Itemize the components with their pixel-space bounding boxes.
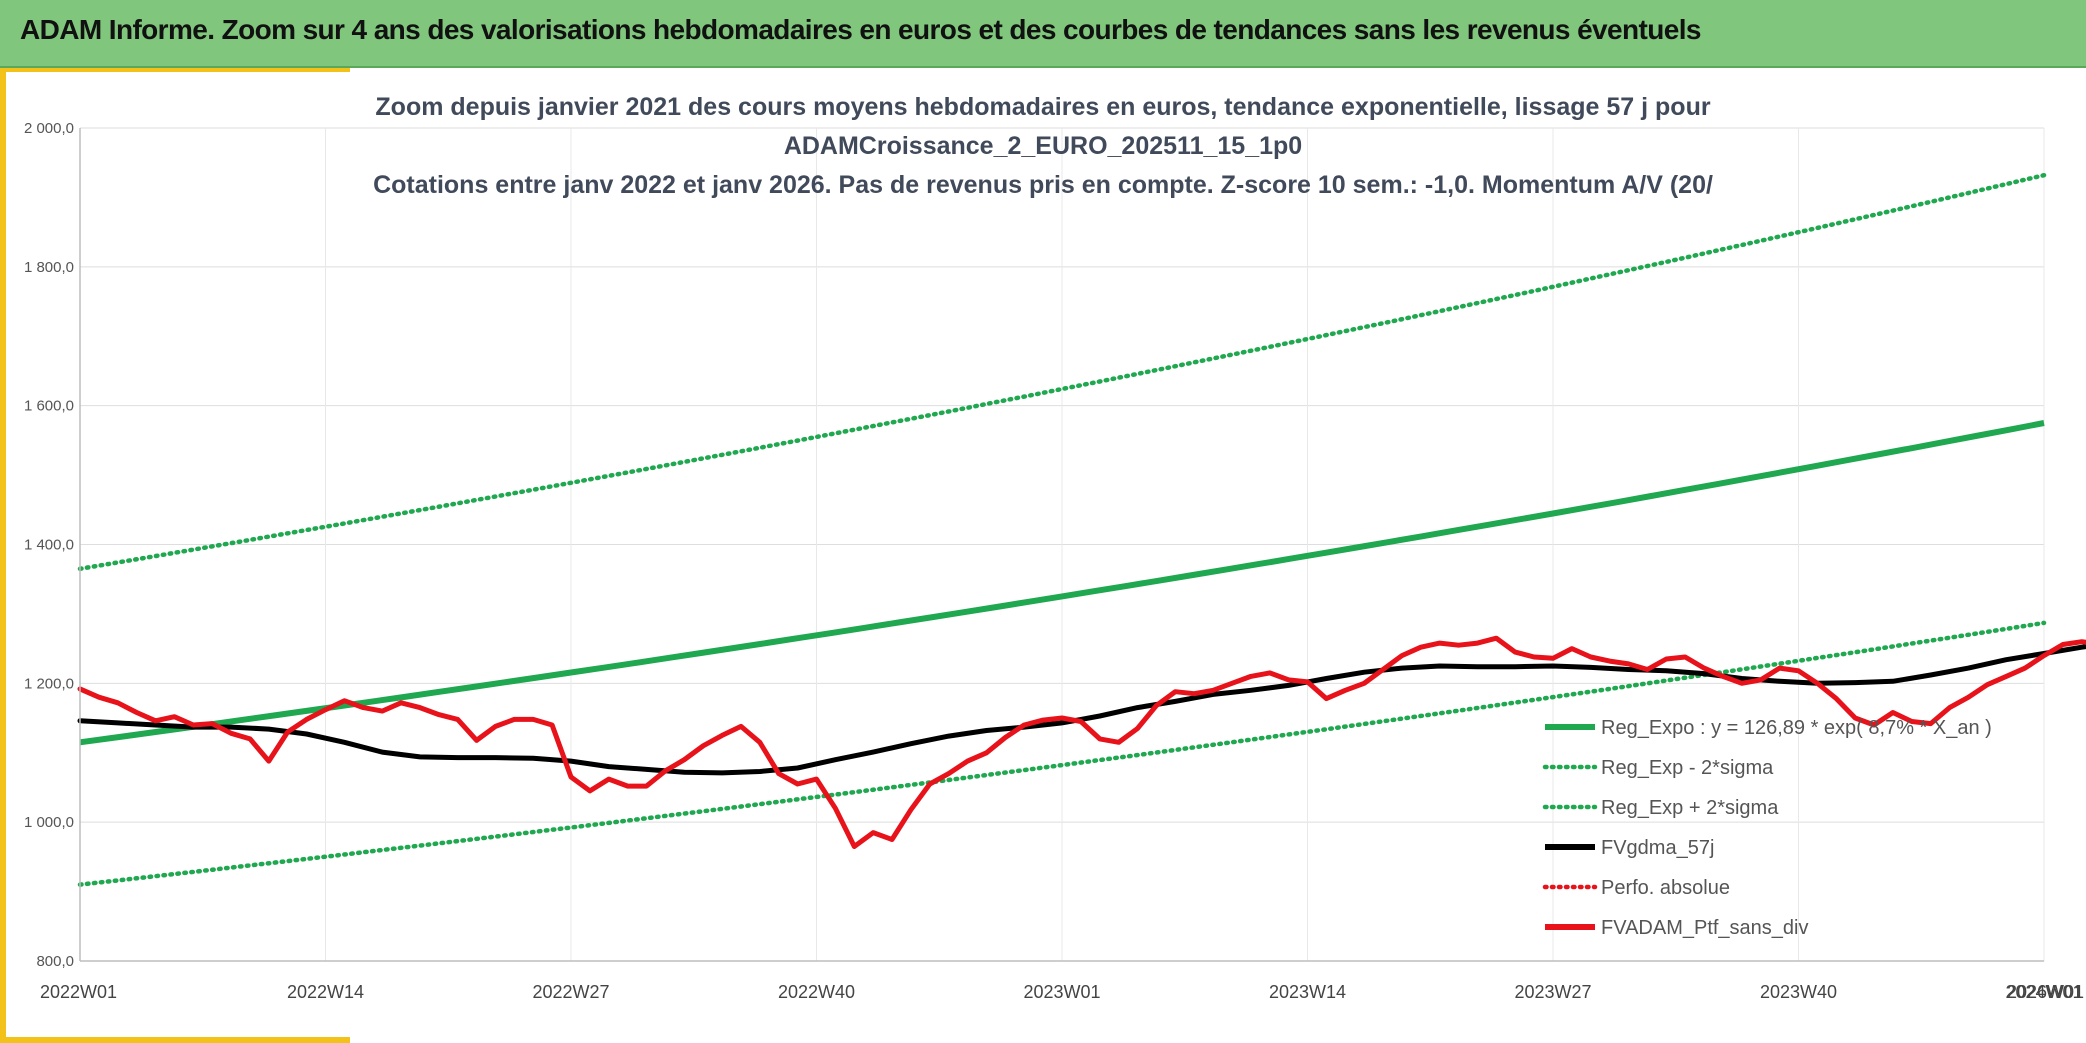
accent-bar-left: [0, 68, 6, 1043]
y-tick-label: 2 000,0: [24, 120, 74, 137]
accent-bar-bottom: [0, 1037, 350, 1043]
legend-label: Perfo. absolue: [1601, 877, 1730, 899]
trend-plus-2sigma-line: [77, 172, 2047, 572]
chart-title: Zoom depuis janvier 2021 des cours moyen…: [373, 93, 1713, 199]
x-tick-label: 2022W14: [287, 982, 364, 1002]
x-tick-label: 2022W01: [40, 982, 117, 1002]
legend-label: Reg_Exp - 2*sigma: [1601, 757, 1774, 779]
chart-axes: 800,0 1 000,0 1 200,0 1 400,0 1 600,0 1 800,0…: [24, 120, 2084, 1002]
x-tick-label: 2024W01: [2005, 982, 2082, 1002]
series-fvadam-ptf-line: [77, 635, 2086, 849]
y-tick-label: 800,0: [36, 953, 74, 970]
y-tick-label: 1 400,0: [24, 537, 74, 554]
data-series: [77, 635, 2086, 849]
legend-label: Reg_Exp + 2*sigma: [1601, 797, 1779, 819]
legend-label: FVADAM_Ptf_sans_div: [1601, 917, 1809, 939]
x-tick-label: 2023W27: [1514, 982, 1591, 1002]
series-fvgdma-57j-line: [77, 644, 2086, 776]
x-tick-label: 2023W14: [1269, 982, 1346, 1002]
y-tick-label: 1 200,0: [24, 675, 74, 692]
accent-bar-top: [0, 68, 350, 72]
header-banner: ADAM Informe. Zoom sur 4 ans des valoris…: [0, 0, 2086, 68]
chart-legend: Reg_Expo : y = 126,89 * exp( 8,7% * X_an…: [1542, 717, 1992, 939]
chart-title-line-1: Zoom depuis janvier 2021 des cours moyen…: [375, 93, 1710, 121]
y-tick-label: 1 600,0: [24, 398, 74, 415]
chart-title-line-3: Cotations entre janv 2022 et janv 2026. …: [373, 171, 1713, 199]
x-tick-label: 2022W40: [778, 982, 855, 1002]
chart-grid: [79, 127, 2045, 962]
x-tick-label: 2022W27: [532, 982, 609, 1002]
x-tick-label: 2023W01: [1023, 982, 1100, 1002]
report-title: ADAM Informe. Zoom sur 4 ans des valoris…: [20, 14, 1701, 45]
x-tick-label: 2026W01: [2007, 982, 2084, 1002]
y-tick-label: 1 000,0: [24, 814, 74, 831]
chart-title-line-2: ADAMCroissance_2_EURO_202511_15_1p0: [784, 132, 1302, 160]
x-tick-label: 2023W40: [1760, 982, 1837, 1002]
legend-label: FVgdma_57j: [1601, 837, 1714, 859]
trend-reg-expo-line: [79, 420, 2045, 746]
y-tick-label: 1 800,0: [24, 259, 74, 276]
legend-label: Reg_Expo : y = 126,89 * exp( 8,7% * X_an…: [1601, 717, 1992, 739]
